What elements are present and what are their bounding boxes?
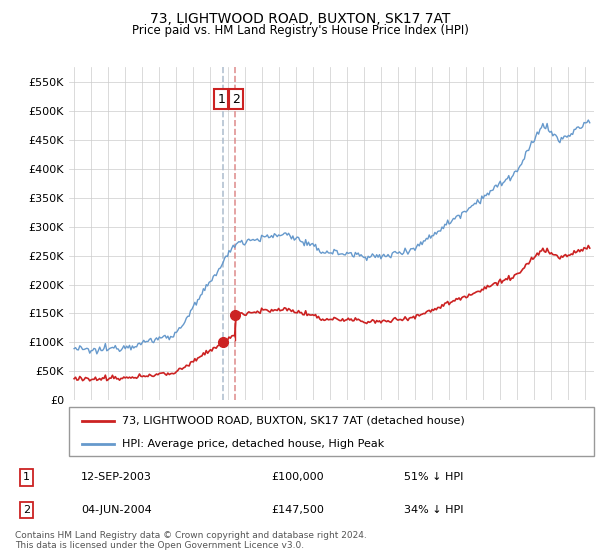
Text: 2: 2 — [23, 505, 30, 515]
Text: 73, LIGHTWOOD ROAD, BUXTON, SK17 7AT: 73, LIGHTWOOD ROAD, BUXTON, SK17 7AT — [150, 12, 450, 26]
Text: HPI: Average price, detached house, High Peak: HPI: Average price, detached house, High… — [121, 439, 384, 449]
Text: 1: 1 — [217, 92, 225, 106]
Text: 04-JUN-2004: 04-JUN-2004 — [81, 505, 152, 515]
Text: 73, LIGHTWOOD ROAD, BUXTON, SK17 7AT (detached house): 73, LIGHTWOOD ROAD, BUXTON, SK17 7AT (de… — [121, 416, 464, 426]
Text: 1: 1 — [23, 473, 30, 482]
Text: 34% ↓ HPI: 34% ↓ HPI — [404, 505, 463, 515]
Text: 51% ↓ HPI: 51% ↓ HPI — [404, 473, 463, 482]
FancyBboxPatch shape — [69, 407, 594, 456]
Text: 12-SEP-2003: 12-SEP-2003 — [81, 473, 152, 482]
Text: 2: 2 — [232, 92, 240, 106]
Text: £147,500: £147,500 — [271, 505, 324, 515]
Text: Contains HM Land Registry data © Crown copyright and database right 2024.
This d: Contains HM Land Registry data © Crown c… — [15, 531, 367, 550]
Text: £100,000: £100,000 — [271, 473, 324, 482]
Text: Price paid vs. HM Land Registry's House Price Index (HPI): Price paid vs. HM Land Registry's House … — [131, 24, 469, 36]
